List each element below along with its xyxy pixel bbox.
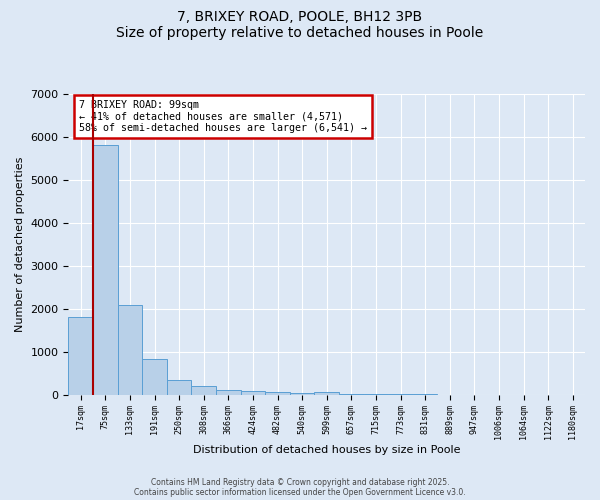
Text: Contains HM Land Registry data © Crown copyright and database right 2025.
Contai: Contains HM Land Registry data © Crown c… [134,478,466,497]
Bar [241,391,265,394]
Bar [118,304,142,394]
Bar [314,392,339,394]
Bar [167,380,191,394]
Bar [142,359,167,394]
Y-axis label: Number of detached properties: Number of detached properties [15,157,25,332]
Bar [191,386,216,394]
Bar [265,392,290,394]
Text: 7, BRIXEY ROAD, POOLE, BH12 3PB
Size of property relative to detached houses in : 7, BRIXEY ROAD, POOLE, BH12 3PB Size of … [116,10,484,40]
Bar [93,145,118,394]
X-axis label: Distribution of detached houses by size in Poole: Distribution of detached houses by size … [193,445,460,455]
Bar [68,318,93,394]
Bar [216,390,241,394]
Text: 7 BRIXEY ROAD: 99sqm
← 41% of detached houses are smaller (4,571)
58% of semi-de: 7 BRIXEY ROAD: 99sqm ← 41% of detached h… [79,100,367,134]
